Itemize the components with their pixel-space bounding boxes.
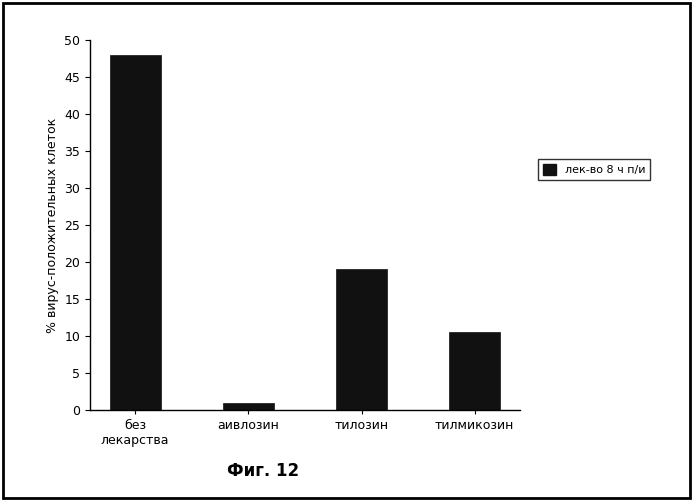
Legend: лек-во 8 ч п/и: лек-во 8 ч п/и [538,160,650,180]
Bar [223,402,274,410]
Y-axis label: % вирус-положительных клеток: % вирус-положительных клеток [46,118,59,332]
Bar [109,55,161,410]
Bar [449,332,500,410]
Text: Фиг. 12: Фиг. 12 [227,462,299,480]
Bar [336,270,387,410]
